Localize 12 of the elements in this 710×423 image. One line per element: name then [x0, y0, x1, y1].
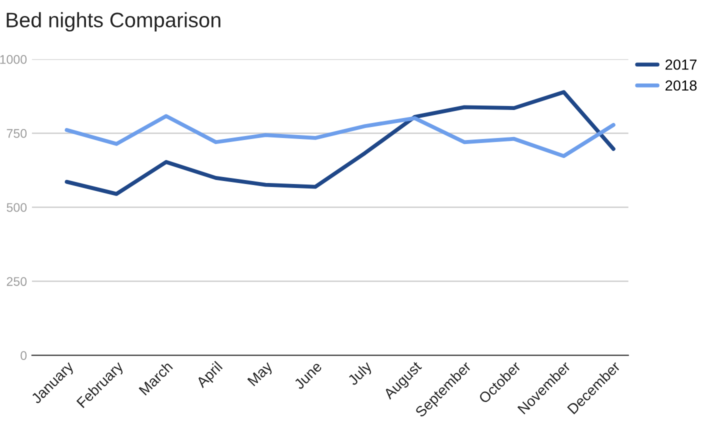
legend-label: 2017: [666, 59, 697, 70]
chart-title: Bed nights Comparison: [6, 12, 220, 32]
y-tick-label: 1000: [0, 55, 27, 64]
line-series: [64, 90, 616, 196]
line-series: [64, 114, 616, 158]
y-tick-label: 500: [6, 203, 27, 212]
legend-label: 2018: [666, 80, 697, 91]
x-tick-label: May: [247, 360, 276, 388]
x-tick-label: July: [346, 360, 375, 388]
y-tick-label: 750: [6, 129, 27, 138]
y-tick-label: 0: [20, 351, 27, 360]
y-tick-label: 250: [6, 277, 27, 286]
